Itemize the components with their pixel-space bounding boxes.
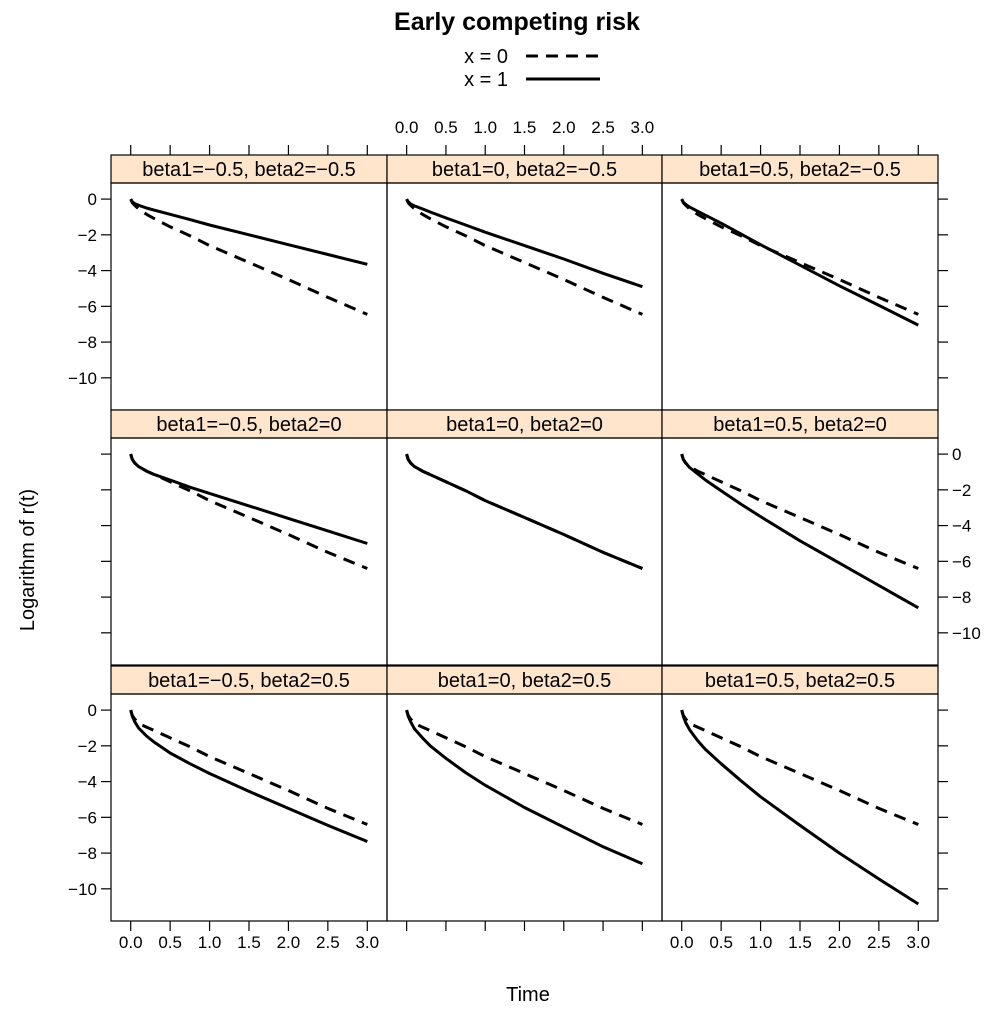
- legend-label: x = 0: [464, 46, 508, 68]
- x-tick-label-bottom: 0.5: [709, 933, 733, 952]
- y-tick-label-right: −4: [952, 517, 971, 536]
- x-tick-label-bottom: 3.0: [906, 933, 930, 952]
- panel: beta1=−0.5, beta2=−0.5: [110, 154, 388, 411]
- y-tick-label-left: −4: [78, 773, 97, 792]
- panel-strip-label: beta1=−0.5, beta2=0: [156, 414, 341, 436]
- panel: beta1=0, beta2=0.5: [386, 665, 663, 922]
- y-tick-label-right: −6: [952, 552, 971, 571]
- x-tick-label-bottom: 2.0: [277, 933, 301, 952]
- panel-strip-label: beta1=−0.5, beta2=−0.5: [142, 159, 356, 181]
- y-tick-label-left: 0: [88, 190, 97, 209]
- y-tick-label-right: −2: [952, 481, 971, 500]
- y-tick-label-right: 0: [952, 445, 961, 464]
- series-line-x0: [129, 453, 368, 570]
- x-tick-label-bottom: 1.0: [749, 933, 773, 952]
- series-line-x1: [405, 709, 643, 866]
- y-tick-label-left: −2: [78, 226, 97, 245]
- series-line-x0: [129, 198, 368, 316]
- series-line-x1: [680, 709, 920, 906]
- y-tick-label-left: −4: [78, 262, 97, 281]
- x-tick-label-top: 1.0: [473, 118, 497, 137]
- panel-frame: [386, 437, 663, 666]
- series-line-x1: [129, 709, 368, 843]
- y-tick-label-right: −10: [952, 624, 981, 643]
- panel-strip-label: beta1=0.5, beta2=0.5: [705, 670, 895, 692]
- panel-strip: [110, 665, 388, 695]
- x-tick-label-bottom: 3.0: [355, 933, 379, 952]
- y-axis-title: Logarithm of r(t): [17, 489, 39, 631]
- y-tick-label-right: −8: [952, 588, 971, 607]
- x-tick-label-bottom: 2.5: [316, 933, 340, 952]
- axes: 0.0 0.5 1.0 1.5 2.0 2.5 3.0 0.0 0.5 1.0 1.5 2.0 2.5 3…: [68, 118, 981, 952]
- panel-strip-label: beta1=0.5, beta2=0: [713, 414, 887, 436]
- x-tick-label-bottom: 0.5: [158, 933, 182, 952]
- legend-label: x = 1: [464, 69, 508, 91]
- x-tick-label-top: 1.5: [513, 118, 537, 137]
- x-tick-label-top: 0.0: [395, 118, 419, 137]
- y-tick-label-left: −8: [78, 333, 97, 352]
- y-tick-label-left: −2: [78, 737, 97, 756]
- y-tick-label-left: −6: [78, 297, 97, 316]
- panel-frame: [110, 437, 388, 666]
- series-line-x1: [680, 453, 920, 610]
- panel-strip: [661, 665, 939, 695]
- panel-strip: [661, 409, 939, 439]
- panel: beta1=0.5, beta2=0.5: [661, 665, 939, 922]
- x-tick-label-top: 3.0: [631, 118, 655, 137]
- series-line-x0: [680, 709, 919, 826]
- y-tick-label-left: −10: [68, 369, 97, 388]
- x-tick-label-bottom: 2.5: [867, 933, 891, 952]
- panel: beta1=0.5, beta2=0: [661, 409, 939, 666]
- x-tick-label-bottom: 0.0: [670, 933, 694, 952]
- series-line-x0: [405, 453, 643, 570]
- x-tick-label-top: 0.5: [434, 118, 458, 137]
- panel-frame: [110, 693, 388, 922]
- panel: beta1=0.5, beta2=−0.5: [661, 154, 939, 411]
- panel: beta1=0, beta2=0: [386, 409, 663, 666]
- series-line-x0: [129, 709, 368, 826]
- panel-strip-label: beta1=0.5, beta2=−0.5: [699, 159, 901, 181]
- panel-strip-label: beta1=0, beta2=0.5: [438, 670, 612, 692]
- x-tick-label-top: 2.5: [591, 118, 615, 137]
- y-tick-label-left: −6: [78, 808, 97, 827]
- x-tick-label-bottom: 1.5: [237, 933, 261, 952]
- y-tick-label-left: −10: [68, 880, 97, 899]
- panel: beta1=0, beta2=−0.5: [386, 154, 663, 411]
- x-tick-label-bottom: 2.0: [828, 933, 852, 952]
- x-tick-label-top: 2.0: [552, 118, 576, 137]
- panel: beta1=−0.5, beta2=0: [110, 409, 388, 666]
- series-line-x0: [680, 198, 919, 316]
- panel: beta1=−0.5, beta2=0.5: [110, 665, 388, 922]
- panel-strip-label: beta1=−0.5, beta2=0.5: [148, 670, 350, 692]
- series-line-x1: [405, 198, 643, 289]
- panel-strip-label: beta1=0, beta2=−0.5: [432, 159, 617, 181]
- legend: x = 0x = 1: [464, 46, 600, 91]
- series-line-x1: [405, 453, 643, 570]
- x-tick-label-bottom: 1.5: [788, 933, 812, 952]
- y-tick-label-left: −8: [78, 844, 97, 863]
- x-axis-title: Time: [506, 984, 550, 1006]
- panel-frame: [661, 693, 939, 922]
- panels-grid: beta1=−0.5, beta2=−0.5 beta1=0, beta2=−0.…: [110, 154, 939, 922]
- x-tick-label-bottom: 0.0: [119, 933, 143, 952]
- y-tick-label-left: 0: [88, 701, 97, 720]
- panel-strip-label: beta1=0, beta2=0: [446, 414, 603, 436]
- series-line-x1: [129, 453, 368, 545]
- x-tick-label-bottom: 1.0: [198, 933, 222, 952]
- series-line-x1: [680, 198, 919, 327]
- panel-frame: [661, 437, 939, 666]
- panel-strip: [386, 409, 663, 439]
- series-line-x1: [129, 198, 368, 266]
- chart-title: Early competing risk: [394, 8, 640, 36]
- series-line-x0: [680, 453, 919, 570]
- panel-strip: [386, 665, 663, 695]
